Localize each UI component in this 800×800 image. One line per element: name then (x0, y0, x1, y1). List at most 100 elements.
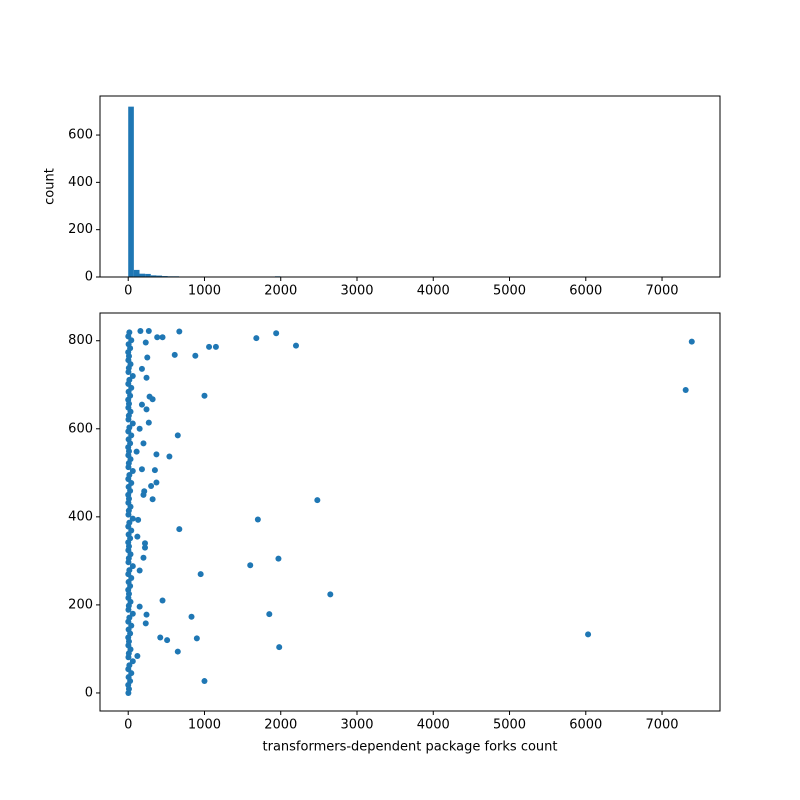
scatter-point (129, 658, 136, 665)
scatter-point (136, 425, 143, 432)
x-tick-label: 0 (124, 718, 132, 733)
hist-bar (139, 273, 146, 277)
y-axis-label: count (43, 168, 58, 205)
scatter-point (140, 554, 147, 561)
scatter-point (159, 597, 166, 604)
scatter-point (138, 466, 145, 473)
scatter-point (126, 424, 133, 431)
x-tick-label: 7000 (645, 284, 678, 299)
scatter-point (138, 401, 145, 408)
y-tick-label: 600 (68, 128, 93, 143)
scatter-point (188, 613, 195, 620)
scatter-point (149, 496, 156, 503)
scatter-point (141, 544, 148, 551)
scatter-point (137, 328, 144, 335)
scatter-point (140, 491, 147, 498)
scatter-point (135, 516, 142, 523)
x-tick-label: 4000 (417, 284, 450, 299)
scatter-point (143, 611, 150, 618)
scatter-point (276, 644, 283, 651)
y-tick-label: 400 (68, 509, 93, 524)
scatter-point (171, 351, 178, 358)
scatter-point (133, 448, 140, 455)
y-tick-label: 400 (68, 175, 93, 190)
scatter-point (292, 342, 299, 349)
y-tick-label: 200 (68, 597, 93, 612)
scatter-point (151, 467, 158, 474)
scatter-point (126, 662, 133, 669)
scatter-point (201, 392, 208, 399)
x-tick-label: 1000 (188, 718, 221, 733)
scatter-point (142, 339, 149, 346)
scatter-point (129, 420, 136, 427)
scatter-point (327, 591, 334, 598)
x-tick-label: 2000 (264, 718, 297, 733)
x-axis-label: transformers-dependent package forks cou… (263, 740, 558, 755)
scatter-point (157, 634, 164, 641)
scatter-point (174, 432, 181, 439)
scatter-point (275, 555, 282, 562)
scatter-point (585, 631, 592, 638)
scatter-point (166, 453, 173, 460)
scatter-point (154, 334, 161, 341)
y-tick-label: 0 (85, 685, 93, 700)
scatter-point (206, 343, 213, 350)
scatter-point (146, 393, 153, 400)
scatter-point (159, 334, 166, 341)
axes-frame (99, 312, 721, 712)
scatter-point (212, 343, 219, 350)
scatter-point (126, 567, 133, 574)
scatter-point (266, 611, 273, 618)
scatter-point (129, 563, 136, 570)
scatter-point (140, 440, 147, 447)
scatter-point (254, 516, 261, 523)
scatter-point (247, 562, 254, 569)
scatter-point (126, 329, 133, 336)
hist-bar (150, 275, 157, 277)
scatter-point (144, 354, 151, 361)
scatter-point (129, 468, 136, 475)
scatter-point (141, 540, 148, 547)
scatter-point (253, 335, 260, 342)
x-tick-label: 0 (124, 284, 132, 299)
scatter-point (129, 372, 136, 379)
scatter-point (682, 387, 689, 394)
x-tick-label: 7000 (645, 718, 678, 733)
axes-frame (99, 95, 721, 278)
scatter-point (314, 497, 321, 504)
scatter-point (153, 451, 160, 458)
scatter-point (193, 635, 200, 642)
scatter-point (145, 419, 152, 426)
hist-bar (145, 273, 151, 277)
hist-bar (156, 275, 163, 277)
x-tick-label: 2000 (264, 284, 297, 299)
scatter-point (143, 406, 150, 413)
y-tick-label: 600 (68, 421, 93, 436)
scatter-point (148, 483, 155, 490)
scatter-point (129, 610, 136, 617)
scatter-point (153, 479, 160, 486)
scatter-point (136, 603, 143, 610)
x-tick-label: 3000 (340, 718, 373, 733)
x-tick-label: 6000 (569, 718, 602, 733)
scatter-point (176, 526, 183, 533)
x-tick-label: 3000 (340, 284, 373, 299)
scatter-point (192, 352, 199, 359)
x-tick-label: 4000 (417, 718, 450, 733)
scatter-point (164, 637, 171, 644)
scatter-point (145, 328, 152, 335)
scatter-point (134, 533, 141, 540)
x-tick-label: 1000 (188, 284, 221, 299)
scatter-point (126, 614, 133, 621)
scatter-point (688, 338, 695, 345)
y-tick-label: 200 (68, 222, 93, 237)
y-tick-label: 0 (85, 270, 93, 285)
scatter-point (273, 330, 280, 337)
scatter-point (174, 648, 181, 655)
scatter-point (126, 472, 133, 479)
scatter-point (126, 519, 133, 526)
scatter-point (129, 515, 136, 522)
scatter-point (142, 620, 149, 627)
